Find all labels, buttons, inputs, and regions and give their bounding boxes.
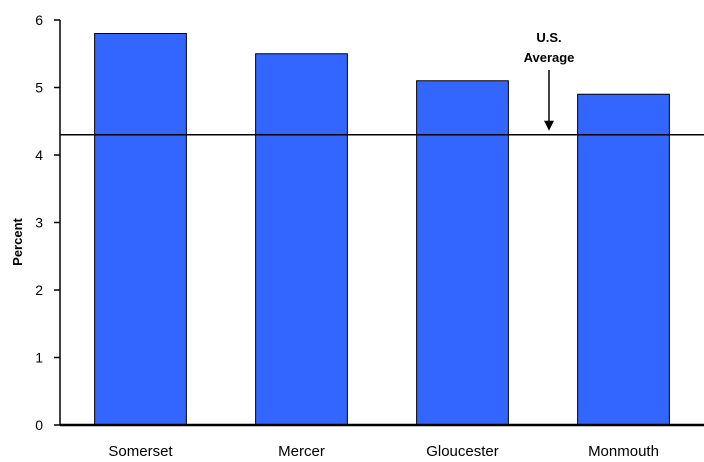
- x-tick-label: Somerset: [108, 443, 173, 460]
- bar-mercer: [255, 53, 348, 426]
- x-tick-label: Gloucester: [426, 443, 499, 460]
- y-tick-label: 6: [35, 12, 43, 28]
- x-tick-label: Monmouth: [588, 443, 659, 460]
- y-tick-label: 5: [35, 80, 43, 96]
- y-axis-label: Percent: [10, 217, 25, 265]
- y-tick-label: 1: [35, 350, 43, 366]
- reference-label-line2: Average: [524, 50, 575, 65]
- y-tick-label: 3: [35, 215, 43, 231]
- us-average-line: [60, 70, 704, 136]
- bars: [94, 33, 670, 426]
- bar-gloucester: [416, 80, 509, 426]
- y-axis: 0 1 2 3 4 5 6: [35, 12, 61, 433]
- y-tick-label: 4: [35, 147, 43, 163]
- bar-somerset: [94, 33, 187, 426]
- bar-monmouth: [577, 93, 670, 426]
- arrow-head-icon: [544, 120, 554, 131]
- x-axis: Somerset Mercer Gloucester Monmouth: [60, 423, 704, 460]
- y-tick-label: 2: [35, 282, 43, 298]
- y-tick-label: 0: [35, 417, 43, 433]
- x-tick-label: Mercer: [278, 443, 325, 460]
- reference-label-line1: U.S.: [536, 30, 561, 45]
